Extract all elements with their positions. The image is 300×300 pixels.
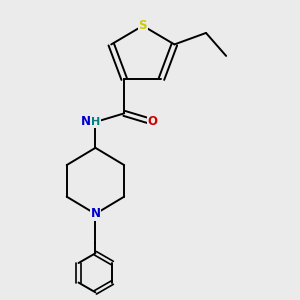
Text: S: S [139,19,147,32]
Text: N: N [90,207,100,220]
Text: O: O [148,116,158,128]
Text: H: H [91,117,100,127]
Text: N: N [81,116,91,128]
